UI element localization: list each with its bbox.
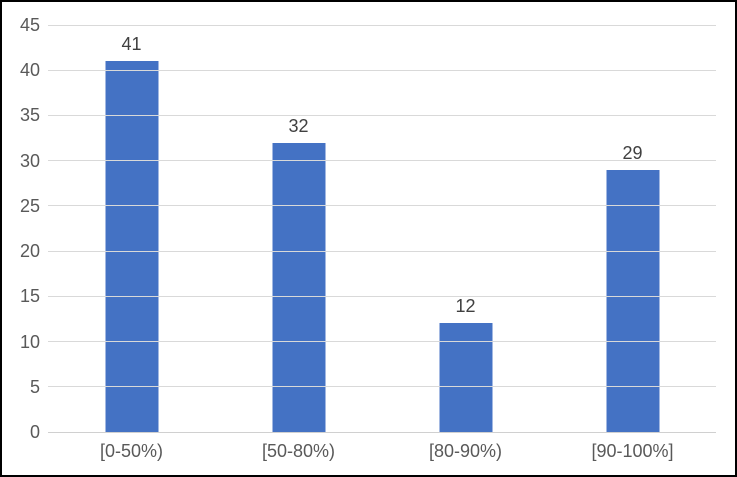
y-tick-label: 20 (19, 241, 40, 262)
bar-value-label: 12 (455, 296, 476, 317)
bar (606, 169, 659, 432)
gridline (48, 160, 716, 162)
gridline (48, 431, 716, 433)
y-tick-label: 30 (19, 150, 40, 171)
gridline (48, 69, 716, 71)
x-category-label: [0-50%) (99, 441, 164, 461)
y-tick-label: 45 (19, 15, 40, 35)
bar-value-label: 29 (622, 142, 643, 163)
gridline (48, 341, 716, 343)
y-axis: 45 40 35 30 25 20 15 10 5 0 (2, 15, 40, 442)
x-category-label: [50-80%) (261, 441, 336, 461)
y-tick-label: 5 (29, 376, 40, 397)
x-axis: [0-50%) [50-80%) [80-90%) [90-100%] (48, 440, 716, 462)
bar-slot: 41 (48, 25, 215, 432)
gridline (48, 24, 716, 26)
gridline (48, 295, 716, 297)
bar-slot: 12 (382, 25, 549, 432)
x-category-label: [80-90%) (428, 441, 503, 461)
plot-area: 41 32 12 29 (48, 24, 716, 433)
bar-slot: 29 (549, 25, 716, 432)
bar (272, 142, 325, 432)
bars-row: 41 32 12 29 (48, 25, 716, 432)
bar-value-label: 32 (288, 115, 309, 136)
x-category-label: [90-100%] (591, 441, 674, 461)
gridline (48, 114, 716, 116)
gridline (48, 386, 716, 388)
bar-slot: 32 (215, 25, 382, 432)
gridline (48, 205, 716, 207)
y-tick-label: 15 (19, 286, 40, 307)
bar (105, 61, 158, 432)
y-tick-label: 35 (19, 105, 40, 126)
gridline (48, 250, 716, 252)
bar-value-label: 41 (121, 34, 142, 55)
y-tick-label: 10 (19, 331, 40, 352)
bar (439, 323, 492, 432)
y-tick-label: 40 (19, 60, 40, 81)
y-tick-label: 0 (29, 422, 40, 442)
y-tick-label: 25 (19, 195, 40, 216)
